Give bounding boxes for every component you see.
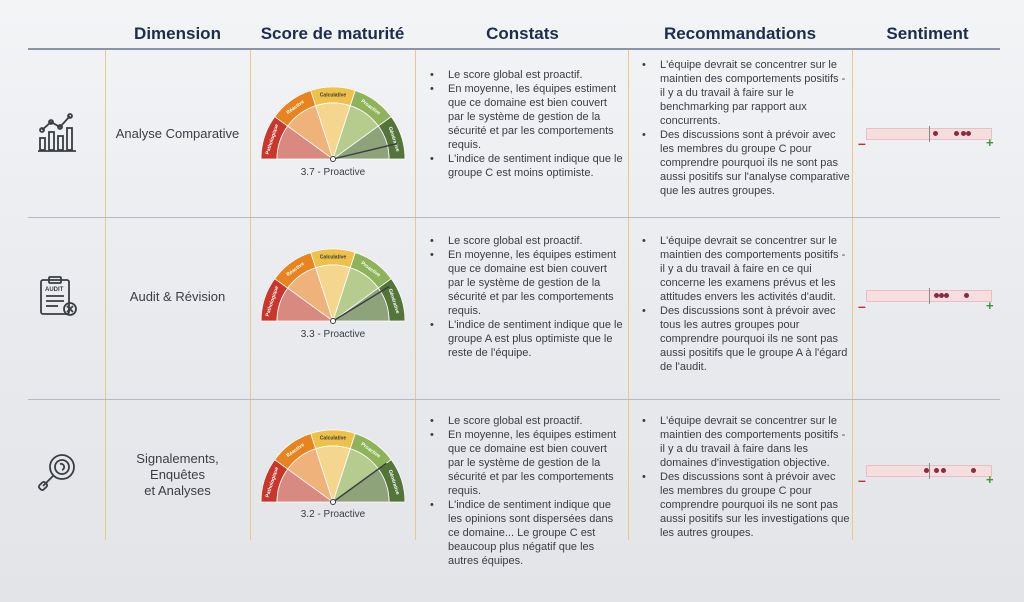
maturity-score-label: 3.3 - Proactive bbox=[300, 329, 366, 340]
sentiment-midpoint bbox=[929, 126, 930, 142]
gauge-needle-hub bbox=[330, 156, 336, 162]
sentiment-plus-label: + bbox=[986, 298, 994, 313]
gauge-segment-label: Calculative bbox=[320, 254, 347, 260]
gauge-segment-label: Calculative bbox=[320, 92, 347, 98]
list-item: En moyenne, les équipes estiment que ce … bbox=[424, 248, 624, 318]
sentiment-point bbox=[966, 131, 972, 136]
sentiment-point bbox=[953, 131, 959, 136]
magnifier-search-icon bbox=[37, 454, 75, 492]
table-header: Dimension Score de maturité Constats Rec… bbox=[0, 0, 1024, 50]
column-divider bbox=[628, 50, 629, 540]
constats-list: Le score global est proactif.En moyenne,… bbox=[424, 414, 624, 568]
header-score: Score de maturité bbox=[260, 24, 405, 43]
header-recommandations: Recommandations bbox=[663, 24, 817, 43]
list-item: L'équipe devrait se concentrer sur le ma… bbox=[636, 234, 850, 304]
header-divider bbox=[28, 48, 1000, 50]
column-divider bbox=[415, 50, 416, 540]
sentiment-point bbox=[941, 468, 947, 473]
sentiment-midpoint bbox=[929, 288, 930, 304]
dimension-label: Audit & Révision bbox=[129, 289, 226, 304]
list-item: L'indice de sentiment indique que les op… bbox=[424, 498, 624, 568]
sentiment-point bbox=[963, 293, 969, 298]
chart-line-icon bbox=[38, 113, 76, 152]
sentiment-point bbox=[933, 293, 939, 298]
recommandations-list: L'équipe devrait se concentrer sur le ma… bbox=[636, 414, 850, 540]
sentiment-bar bbox=[866, 288, 992, 304]
sentiment-plus-label: + bbox=[986, 135, 994, 150]
maturity-gauge: PathologiqueRéactiveCalculativeProactive… bbox=[260, 86, 406, 162]
sentiment-minus-label: – bbox=[858, 298, 866, 314]
sentiment-point bbox=[938, 293, 944, 298]
sentiment-midpoint bbox=[929, 463, 930, 479]
header-sentiment: Sentiment bbox=[886, 24, 969, 43]
list-item: Le score global est proactif. bbox=[424, 414, 624, 428]
list-item: Le score global est proactif. bbox=[424, 234, 624, 248]
dimension-label: Signalements, Enquêtes et Analyses bbox=[136, 451, 219, 498]
list-item: En moyenne, les équipes estiment que ce … bbox=[424, 82, 624, 152]
maturity-score-label: 3.2 - Proactive bbox=[300, 509, 366, 520]
list-item: En moyenne, les équipes estiment que ce … bbox=[424, 428, 624, 498]
sentiment-bar bbox=[866, 463, 992, 479]
list-item: Le score global est proactif. bbox=[424, 68, 624, 82]
gauge-needle bbox=[332, 285, 390, 322]
sentiment-minus-label: – bbox=[858, 472, 866, 488]
sentiment-point bbox=[971, 468, 977, 473]
gauge-needle-hub bbox=[330, 318, 336, 324]
sentiment-minus-label: – bbox=[858, 135, 866, 151]
sentiment-point bbox=[924, 468, 930, 473]
recommandations-list: L'équipe devrait se concentrer sur le ma… bbox=[636, 234, 850, 374]
gauge-needle-hub bbox=[330, 499, 336, 505]
sentiment-point bbox=[961, 131, 967, 136]
sentiment-point bbox=[932, 131, 938, 136]
column-divider bbox=[250, 50, 251, 540]
header-dimension: Dimension bbox=[134, 24, 221, 43]
list-item: Des discussions sont à prévoir avec les … bbox=[636, 128, 850, 198]
maturity-gauge: PathologiqueRéactiveCalculativeProactive… bbox=[260, 248, 406, 324]
gauge-segment-label: Calculative bbox=[320, 435, 347, 441]
list-item: Des discussions sont à prévoir avec les … bbox=[636, 470, 850, 540]
gauge-needle bbox=[332, 462, 387, 503]
list-item: L'indice de sentiment indique que le gro… bbox=[424, 152, 624, 180]
maturity-score-label: 3.7 - Proactive bbox=[300, 167, 366, 178]
column-divider bbox=[105, 50, 106, 540]
sentiment-point bbox=[943, 293, 949, 298]
dimension-label: Analyse Comparative bbox=[115, 126, 240, 141]
row-divider bbox=[28, 399, 1000, 400]
list-item: L'indice de sentiment indique que le gro… bbox=[424, 318, 624, 360]
list-item: Des discussions sont à prévoir avec tous… bbox=[636, 304, 850, 374]
maturity-gauge: PathologiqueRéactiveCalculativeProactive… bbox=[260, 429, 406, 505]
header-constats: Constats bbox=[486, 24, 559, 43]
row-divider bbox=[28, 217, 1000, 218]
recommandations-list: L'équipe devrait se concentrer sur le ma… bbox=[636, 58, 850, 198]
column-divider bbox=[852, 50, 853, 540]
constats-list: Le score global est proactif.En moyenne,… bbox=[424, 68, 624, 180]
gauge-needle bbox=[332, 142, 398, 160]
constats-list: Le score global est proactif.En moyenne,… bbox=[424, 234, 624, 360]
list-item: L'équipe devrait se concentrer sur le ma… bbox=[636, 414, 850, 470]
svg-text:AUDIT: AUDIT bbox=[45, 287, 64, 293]
list-item: L'équipe devrait se concentrer sur le ma… bbox=[636, 58, 850, 128]
sentiment-bar bbox=[866, 126, 992, 142]
sentiment-point bbox=[933, 468, 939, 473]
audit-clipboard-icon: AUDIT bbox=[40, 276, 77, 316]
sentiment-plus-label: + bbox=[986, 472, 994, 487]
